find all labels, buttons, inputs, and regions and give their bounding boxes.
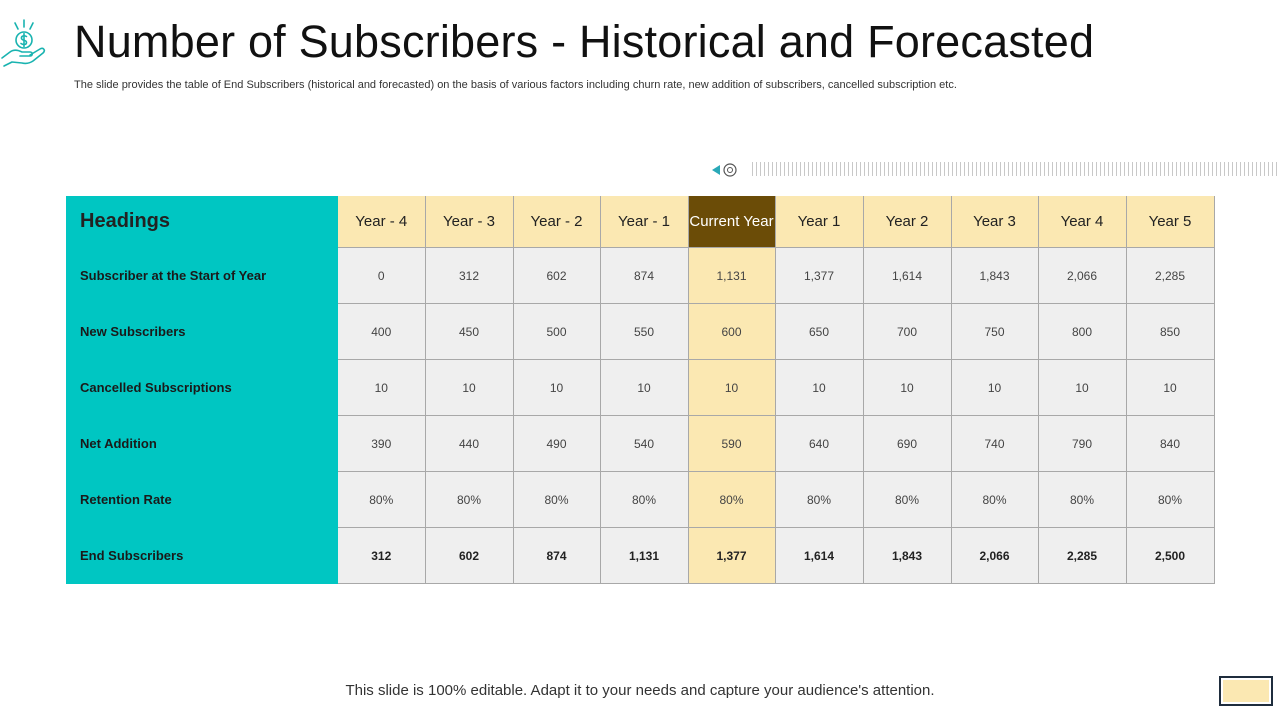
table-cell: 602: [513, 247, 601, 304]
subscribers-table: Headings Year - 4 Year - 3 Year - 2 Year…: [66, 196, 1215, 584]
table-row: Net Addition 390 440 490 540 590 640 690 740 790 8…: [66, 415, 1215, 472]
table-cell: 740: [951, 415, 1039, 472]
table-row: New Subscribers 400 450 500 550 600 650 700 750 8…: [66, 303, 1215, 360]
row-label: Subscriber at the Start of Year: [66, 247, 338, 304]
table-cell: 80%: [338, 471, 426, 528]
table-cell: 10: [513, 359, 601, 416]
table-cell: 450: [425, 303, 514, 360]
table-cell: 390: [338, 415, 426, 472]
table-cell: 80%: [1038, 471, 1127, 528]
column-header: Year 1: [775, 196, 864, 248]
table-cell: 540: [600, 415, 689, 472]
hand-holding-coin-icon: [1, 19, 46, 67]
table-row: Retention Rate 80% 80% 80% 80% 80% 80% 80% 80% 80…: [66, 471, 1215, 528]
table-cell: 874: [513, 527, 601, 584]
table-cell: 312: [425, 247, 514, 304]
table-cell: 0: [338, 247, 426, 304]
table-cell: 10: [1038, 359, 1127, 416]
table-cell: 2,500: [1126, 527, 1215, 584]
table-cell: 80%: [863, 471, 952, 528]
table-cell: 2,285: [1126, 247, 1215, 304]
decorative-box: [1219, 676, 1273, 706]
table-cell: 650: [775, 303, 864, 360]
page-subtitle: The slide provides the table of End Subs…: [74, 79, 957, 91]
table-cell: 840: [1126, 415, 1215, 472]
current-year-cell: 1,131: [688, 247, 776, 304]
table-cell: 312: [338, 527, 426, 584]
current-year-cell: 600: [688, 303, 776, 360]
table-cell: 640: [775, 415, 864, 472]
column-header: Year 3: [951, 196, 1039, 248]
table-cell: 10: [863, 359, 952, 416]
table-row: End Subscribers 312 602 874 1,131 1,377 1,614 1…: [66, 527, 1215, 584]
column-header: Year 5: [1126, 196, 1215, 248]
table-cell: 80%: [951, 471, 1039, 528]
table-cell: 10: [600, 359, 689, 416]
column-header: Year - 2: [513, 196, 601, 248]
table-cell: 2,066: [951, 527, 1039, 584]
table-cell: 80%: [775, 471, 864, 528]
table-cell: 10: [951, 359, 1039, 416]
row-label: New Subscribers: [66, 303, 338, 360]
table-cell: 1,843: [863, 527, 952, 584]
column-header: Year - 3: [425, 196, 514, 248]
table-cell: 10: [775, 359, 864, 416]
page-title: Number of Subscribers - Historical and F…: [74, 16, 1095, 67]
row-label: Net Addition: [66, 415, 338, 472]
table-cell: 80%: [600, 471, 689, 528]
table-cell: 800: [1038, 303, 1127, 360]
table-cell: 10: [338, 359, 426, 416]
table-cell: 700: [863, 303, 952, 360]
footer-note: This slide is 100% editable. Adapt it to…: [345, 682, 935, 699]
table-cell: 10: [425, 359, 514, 416]
table-cell: 1,377: [775, 247, 864, 304]
table-cell: 790: [1038, 415, 1127, 472]
table-cell: 750: [951, 303, 1039, 360]
audio-timeline[interactable]: [752, 162, 1278, 176]
column-header: Year - 1: [600, 196, 689, 248]
current-year-cell: 80%: [688, 471, 776, 528]
table-cell: 1,843: [951, 247, 1039, 304]
column-header: Year 2: [863, 196, 952, 248]
table-cell: 1,131: [600, 527, 689, 584]
current-year-cell: 590: [688, 415, 776, 472]
table-cell: 602: [425, 527, 514, 584]
table-row: Cancelled Subscriptions 10 10 10 10 10 10 10 10 1…: [66, 359, 1215, 416]
current-year-cell: 1,377: [688, 527, 776, 584]
current-year-cell: 10: [688, 359, 776, 416]
table-cell: 2,285: [1038, 527, 1127, 584]
table-cell: 490: [513, 415, 601, 472]
table-cell: 80%: [425, 471, 514, 528]
table-cell: 440: [425, 415, 514, 472]
table-cell: 10: [1126, 359, 1215, 416]
table-cell: 2,066: [1038, 247, 1127, 304]
table-cell: 80%: [1126, 471, 1215, 528]
row-label: Retention Rate: [66, 471, 338, 528]
table-cell: 690: [863, 415, 952, 472]
table-cell: 874: [600, 247, 689, 304]
column-header: Year - 4: [338, 196, 426, 248]
column-header: Year 4: [1038, 196, 1127, 248]
row-label: Cancelled Subscriptions: [66, 359, 338, 416]
table-cell: 500: [513, 303, 601, 360]
table-cell: 1,614: [863, 247, 952, 304]
audio-play-icon[interactable]: [710, 160, 740, 180]
headings-cell: Headings: [66, 196, 338, 248]
table-row: Subscriber at the Start of Year 0 312 602 87…: [66, 247, 1215, 304]
table-cell: 850: [1126, 303, 1215, 360]
table-cell: 80%: [513, 471, 601, 528]
table-cell: 550: [600, 303, 689, 360]
column-header-current-year: Current Year: [688, 196, 776, 248]
row-label: End Subscribers: [66, 527, 338, 584]
table-cell: 400: [338, 303, 426, 360]
table-cell: 1,614: [775, 527, 864, 584]
table-header-row: Headings Year - 4 Year - 3 Year - 2 Year…: [66, 196, 1215, 248]
